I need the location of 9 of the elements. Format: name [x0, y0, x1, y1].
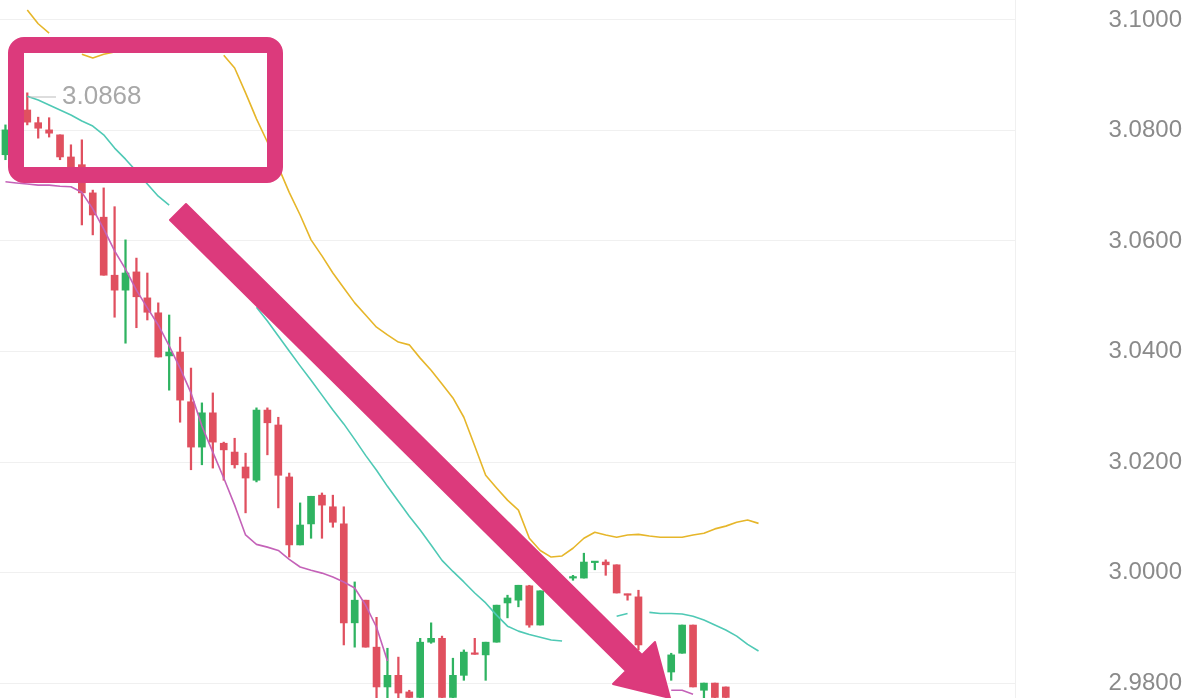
y-tick-label: 3.0400 — [1108, 336, 1182, 364]
y-tick-label: 3.0000 — [1108, 557, 1182, 585]
y-tick-label: 2.9800 — [1108, 667, 1182, 695]
annotation: 3.0868 — [62, 80, 142, 111]
y-tick-label: 3.1000 — [1108, 4, 1182, 32]
y-tick-label: 3.0600 — [1108, 225, 1182, 253]
y-tick-label: 3.0200 — [1108, 446, 1182, 474]
y-tick-label: 3.0800 — [1108, 115, 1182, 143]
candlestick — [623, 593, 632, 601]
